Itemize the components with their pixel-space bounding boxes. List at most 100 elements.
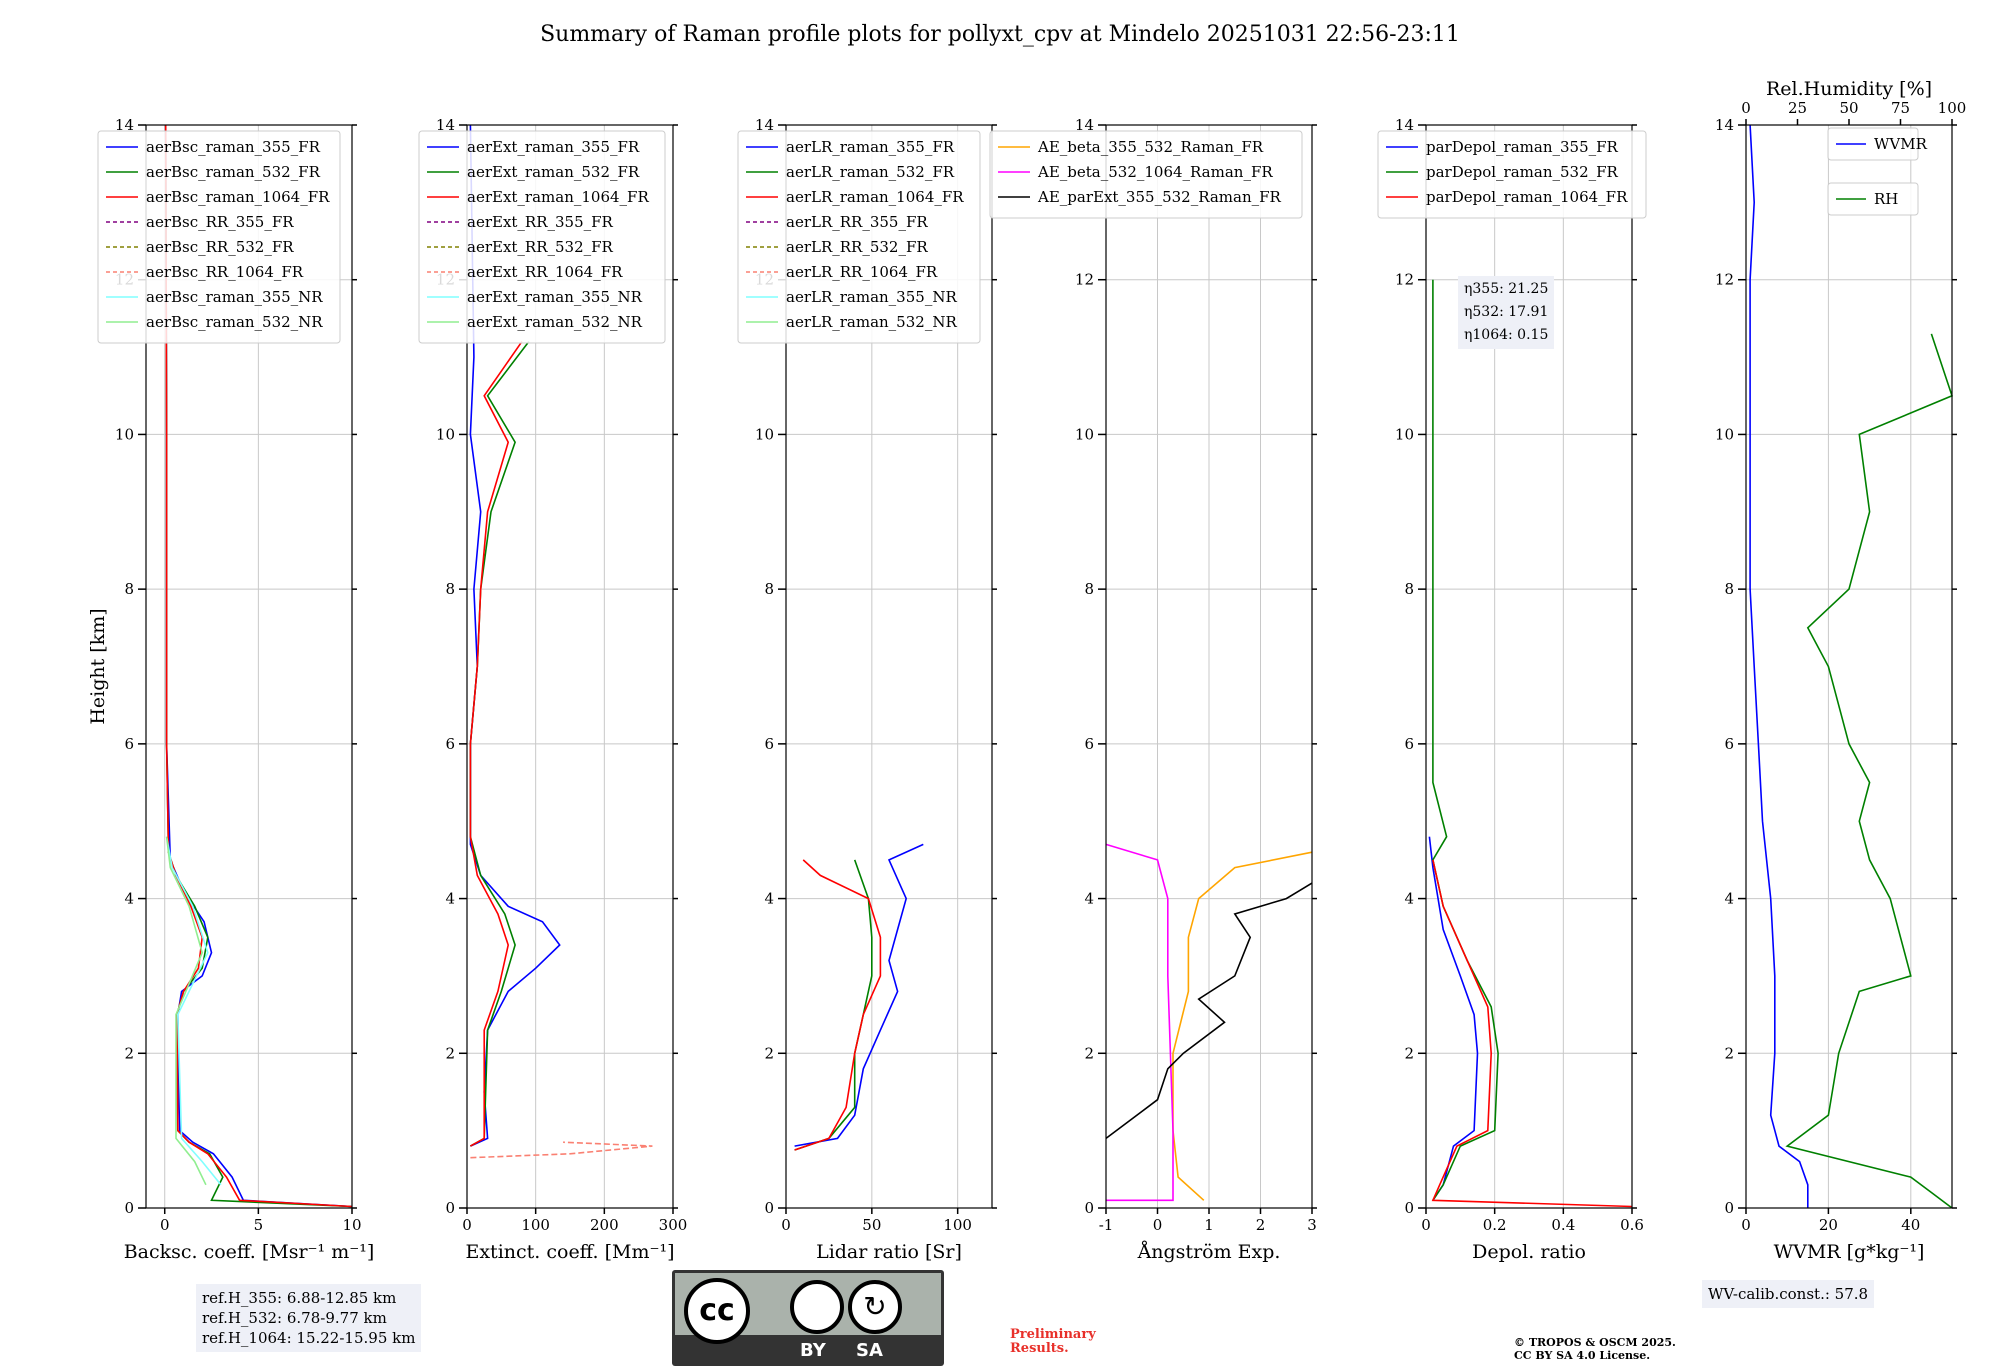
axes-frame [1745, 124, 1953, 1209]
y-tick-label: 12 [1715, 271, 1734, 289]
panel-backscatter: 024681012140510Backsc. coeff. [Msr⁻¹ m⁻¹… [97, 116, 375, 1263]
person-icon [790, 1280, 844, 1334]
y-tick-label: 2 [445, 1044, 455, 1062]
y-tick-label: 14 [755, 116, 774, 134]
copyright-note: © TROPOS & OSCM 2025. CC BY SA 4.0 Licen… [1514, 1336, 1676, 1362]
axes-frame [1425, 124, 1633, 1209]
legend-entry: aerBsc_raman_532_NR [146, 313, 323, 331]
legend-entry: aerExt_raman_532_NR [467, 313, 643, 331]
y-tick-label: 2 [1724, 1044, 1734, 1062]
series-AE_parExt_355_532_Raman_FR [1105, 882, 1313, 1140]
series-parDepol_raman_355_FR [1428, 836, 1479, 1201]
x-tick-label: 0 [1153, 1216, 1163, 1234]
series-aerExt_RR_1064_FR [470, 1141, 653, 1159]
y-tick-label: 0 [1724, 1199, 1734, 1217]
x2-tick-label: 25 [1788, 99, 1807, 117]
legend-entry: aerExt_raman_355_NR [467, 288, 643, 306]
x-tick-label: 100 [521, 1216, 550, 1234]
legend-entry: aerBsc_raman_355_FR [146, 138, 321, 156]
x-tick-label: 1 [1204, 1216, 1214, 1234]
legend-box [989, 130, 1303, 219]
panel-depol: 0 2 4 6 8 10 12 14 0 0.2 0.4 0.6 Depol. ratio parDepo… [1377, 116, 1647, 1263]
y-tick-label: 8 [764, 580, 774, 598]
y-tick-label: 14 [436, 116, 455, 134]
x-tick-label: 5 [254, 1216, 264, 1234]
legend-entry: parDepol_raman_355_FR [1426, 138, 1619, 156]
ref-height-1064: ref.H_1064: 15.22-15.95 km [202, 1329, 416, 1347]
share-alike-icon: ↻ [848, 1280, 902, 1334]
legend-entry: AE_beta_532_1064_Raman_FR [1037, 163, 1273, 181]
y-tick-label: 4 [764, 890, 774, 908]
x-tick-label: 10 [342, 1216, 361, 1234]
series-parDepol_raman_1064_FR [1431, 859, 1633, 1208]
ref-heights-box: ref.H_355: 6.88-12.85 km ref.H_532: 6.78… [196, 1284, 422, 1352]
x-tick-label: 100 [943, 1216, 972, 1234]
wv-calib-box: WV-calib.const.: 57.8 [1702, 1280, 1875, 1308]
legend-entry: AE_beta_355_532_Raman_FR [1037, 138, 1264, 156]
panel-extinction: 024681012140100200300Extinct. coeff. [Mm… [418, 116, 687, 1263]
x-tick-label: 200 [590, 1216, 619, 1234]
y-tick-label: 10 [1715, 425, 1734, 443]
x-tick-label: 0.2 [1483, 1216, 1507, 1234]
x2-tick-label: 75 [1891, 99, 1910, 117]
eta-box: η355: 21.25 η532: 17.91 η1064: 0.15 [1458, 276, 1555, 349]
y-tick-label: 14 [1075, 116, 1094, 134]
x-axis-label: Extinct. coeff. [Mm⁻¹] [465, 1241, 674, 1263]
legend-entry: aerBsc_RR_355_FR [146, 213, 294, 231]
legend-entry: aerExt_RR_355_FR [467, 213, 614, 231]
legend-entry: aerBsc_raman_355_NR [146, 288, 323, 306]
legend-entry: aerLR_raman_355_FR [786, 138, 955, 156]
y-tick-label: 8 [124, 580, 134, 598]
y-tick-label: 8 [1724, 580, 1734, 598]
legend-entry: aerLR_RR_355_FR [786, 213, 928, 231]
x-axis-label: Backsc. coeff. [Msr⁻¹ m⁻¹] [124, 1241, 375, 1263]
series-aerBsc_raman_355_FR [164, 124, 353, 1208]
y-tick-label: 0 [1404, 1199, 1414, 1217]
y-tick-label: 4 [124, 890, 134, 908]
legend-entry: aerLR_raman_355_NR [786, 288, 957, 306]
y-tick-label: 6 [1404, 735, 1414, 753]
x2-tick-label: 50 [1839, 99, 1858, 117]
legend-entry: aerBsc_raman_1064_FR [146, 188, 330, 206]
y-tick-label: 8 [1404, 580, 1414, 598]
legend-box [1827, 127, 1919, 161]
y-tick-label: 10 [436, 425, 455, 443]
y-tick-label: 14 [1715, 116, 1734, 134]
legend-entry: aerBsc_raman_532_FR [146, 163, 321, 181]
x-tick-label: 40 [1901, 1216, 1920, 1234]
legend-entry: parDepol_raman_1064_FR [1426, 188, 1628, 206]
y-tick-label: 8 [1084, 580, 1094, 598]
axes-frame [145, 124, 353, 1209]
eta-532: η532: 17.91 [1464, 304, 1549, 320]
x-tick-label: -1 [1099, 1216, 1114, 1234]
y-tick-label: 2 [1404, 1044, 1414, 1062]
sa-label: SA [856, 1340, 883, 1361]
ref-height-532: ref.H_532: 6.78-9.77 km [202, 1309, 387, 1327]
y-tick-label: 6 [124, 735, 134, 753]
legend-entry: aerLR_raman_532_FR [786, 163, 955, 181]
legend-box [1377, 130, 1647, 219]
y-tick-label: 4 [1404, 890, 1414, 908]
legend-entry: aerLR_raman_532_NR [786, 313, 957, 331]
legend-entry: aerExt_raman_532_FR [467, 163, 640, 181]
eta-1064: η1064: 0.15 [1464, 327, 1549, 343]
x-axis-label: Depol. ratio [1472, 1241, 1586, 1263]
y-tick-label: 10 [755, 425, 774, 443]
x-tick-label: 20 [1819, 1216, 1838, 1234]
cc-license-badge: cc ↻ BY SA [672, 1270, 944, 1366]
y-tick-label: 2 [1084, 1044, 1094, 1062]
y-tick-label: 2 [124, 1044, 134, 1062]
y-axis-label: Height [km] [87, 608, 109, 724]
legend-entry: aerBsc_RR_532_FR [146, 238, 294, 256]
x-tick-label: 0 [781, 1216, 791, 1234]
x-tick-label: 3 [1307, 1216, 1317, 1234]
ref-height-355: ref.H_355: 6.88-12.85 km [202, 1289, 397, 1307]
series-parDepol_raman_532_FR [1432, 279, 1499, 1201]
y-tick-label: 10 [1395, 425, 1414, 443]
y-tick-label: 4 [445, 890, 455, 908]
eta-355: η355: 21.25 [1464, 281, 1549, 297]
y-tick-label: 6 [1724, 735, 1734, 753]
cc-icon: cc [684, 1278, 750, 1344]
